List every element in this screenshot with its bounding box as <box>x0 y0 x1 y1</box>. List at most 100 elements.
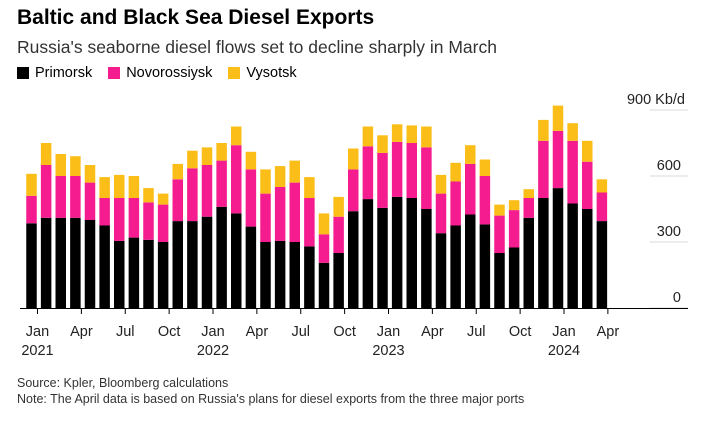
bar-segment-vysotsk <box>435 174 447 194</box>
x-tick-label: Jul <box>467 324 486 340</box>
bar-segment-primorsk <box>348 211 359 308</box>
bar-segment-primorsk <box>377 207 388 308</box>
bar-segment-primorsk <box>596 221 608 308</box>
bar-segment-novorossiysk <box>479 176 491 225</box>
bar-segment-novorossiysk <box>406 143 417 198</box>
bar-segment-primorsk <box>172 221 183 308</box>
x-tick-label: Apr <box>70 324 93 340</box>
bar-segment-primorsk <box>391 196 403 308</box>
bar-segment-primorsk <box>406 198 417 308</box>
bar-segment-primorsk <box>55 217 66 308</box>
bar-segment-novorossiysk <box>26 195 37 224</box>
bar-segment-primorsk <box>362 199 374 308</box>
bar-segment-novorossiysk <box>348 169 359 212</box>
bar-segment-novorossiysk <box>70 176 81 218</box>
bar-segment-primorsk <box>318 262 330 308</box>
bar-segment-novorossiysk <box>596 192 608 222</box>
bar-segment-vysotsk <box>333 196 344 217</box>
bar-segment-novorossiysk <box>333 216 344 253</box>
bar-segment-vysotsk <box>40 143 52 165</box>
y-tick-label: 0 <box>673 290 681 306</box>
bar-segment-novorossiysk <box>84 182 96 220</box>
bar-segment-novorossiysk <box>552 130 564 189</box>
bar-segment-primorsk <box>260 242 271 308</box>
bar-segment-primorsk <box>143 239 154 308</box>
bar-segment-primorsk <box>99 225 110 308</box>
bar-segment-novorossiysk <box>523 198 534 218</box>
legend-label-novorossiysk: Novorossiysk <box>126 65 213 81</box>
legend-item-primorsk: Primorsk <box>17 65 92 81</box>
bar-segment-novorossiysk <box>157 204 169 242</box>
x-year-label: 2024 <box>548 343 580 359</box>
bar-segment-primorsk <box>450 225 461 308</box>
bar-segment-novorossiysk <box>318 234 330 263</box>
x-tick-label: Jan <box>377 324 400 340</box>
bar-segment-vysotsk <box>274 166 286 187</box>
x-year-label: 2022 <box>197 343 229 359</box>
bar-segment-novorossiysk <box>260 193 271 242</box>
bar-segment-primorsk <box>465 214 476 308</box>
bar-segment-novorossiysk <box>245 169 257 227</box>
bar-segment-primorsk <box>187 221 198 308</box>
bar-segment-novorossiysk <box>450 181 461 226</box>
chart-subtitle: Russia's seaborne diesel flows set to de… <box>17 37 497 57</box>
bar-segment-vysotsk <box>143 188 154 203</box>
y-axis-unit-label: 900 Kb/d <box>627 92 685 108</box>
bar-segment-novorossiysk <box>289 182 300 242</box>
legend: Primorsk Novorossiysk Vysotsk <box>17 65 313 81</box>
bar-segment-primorsk <box>245 226 257 308</box>
x-tick-label: Jul <box>291 324 310 340</box>
bar-segment-vysotsk <box>450 162 461 182</box>
bar-segment-vysotsk <box>245 151 257 170</box>
bar-segment-novorossiysk <box>201 165 213 217</box>
bar-segment-primorsk <box>479 224 491 308</box>
legend-label-primorsk: Primorsk <box>35 65 93 81</box>
x-tick-label: Apr <box>421 324 444 340</box>
bar-segment-vysotsk <box>70 156 81 176</box>
bar-segment-primorsk <box>70 217 81 308</box>
y-tick-label: 300 <box>657 224 681 240</box>
bar-segment-vysotsk <box>348 148 359 170</box>
x-tick-label: Apr <box>246 324 269 340</box>
x-year-label: 2021 <box>21 343 53 359</box>
bar-segment-vysotsk <box>377 135 388 153</box>
bar-segment-vysotsk <box>479 159 491 176</box>
bar-segment-primorsk <box>128 237 140 308</box>
bar-segment-vysotsk <box>172 163 183 180</box>
bar-segment-novorossiysk <box>421 147 432 209</box>
bar-segment-vysotsk <box>201 147 213 165</box>
bar-segment-primorsk <box>435 233 447 308</box>
bar-segment-novorossiysk <box>391 141 403 197</box>
bar-segment-vysotsk <box>304 177 315 198</box>
legend-swatch-primorsk <box>17 67 29 79</box>
bar-segment-primorsk <box>304 246 315 308</box>
bar-segment-novorossiysk <box>582 161 593 209</box>
x-tick-label: Jan <box>552 324 575 340</box>
bar-segment-primorsk <box>538 198 549 308</box>
bar-segment-primorsk <box>216 206 227 308</box>
bar-segment-vysotsk <box>465 145 476 164</box>
bar-segment-novorossiysk <box>567 140 578 204</box>
footnote: Note: The April data is based on Russia'… <box>17 392 525 406</box>
bar-segment-vysotsk <box>55 154 66 176</box>
bar-segment-novorossiysk <box>274 187 286 241</box>
bar-segment-vysotsk <box>289 160 300 183</box>
legend-swatch-novorossiysk <box>108 67 121 79</box>
bar-segment-vysotsk <box>596 179 608 193</box>
bar-segment-vysotsk <box>552 105 564 131</box>
x-tick-label: Oct <box>158 324 181 340</box>
bar-segment-vysotsk <box>508 200 520 211</box>
legend-label-vysotsk: Vysotsk <box>246 65 297 81</box>
bar-segment-vysotsk <box>523 189 534 198</box>
bar-segment-vysotsk <box>538 119 549 141</box>
bar-segment-vysotsk <box>391 124 403 142</box>
bar-segment-vysotsk <box>406 125 417 143</box>
bar-segment-novorossiysk <box>362 146 374 200</box>
bar-segment-novorossiysk <box>55 176 66 218</box>
legend-item-vysotsk: Vysotsk <box>228 65 297 81</box>
bar-segment-novorossiysk <box>231 145 242 214</box>
bar-segment-vysotsk <box>567 123 578 141</box>
bar-segment-vysotsk <box>99 177 110 198</box>
bar-segment-vysotsk <box>494 204 505 216</box>
bar-segment-vysotsk <box>260 169 271 194</box>
